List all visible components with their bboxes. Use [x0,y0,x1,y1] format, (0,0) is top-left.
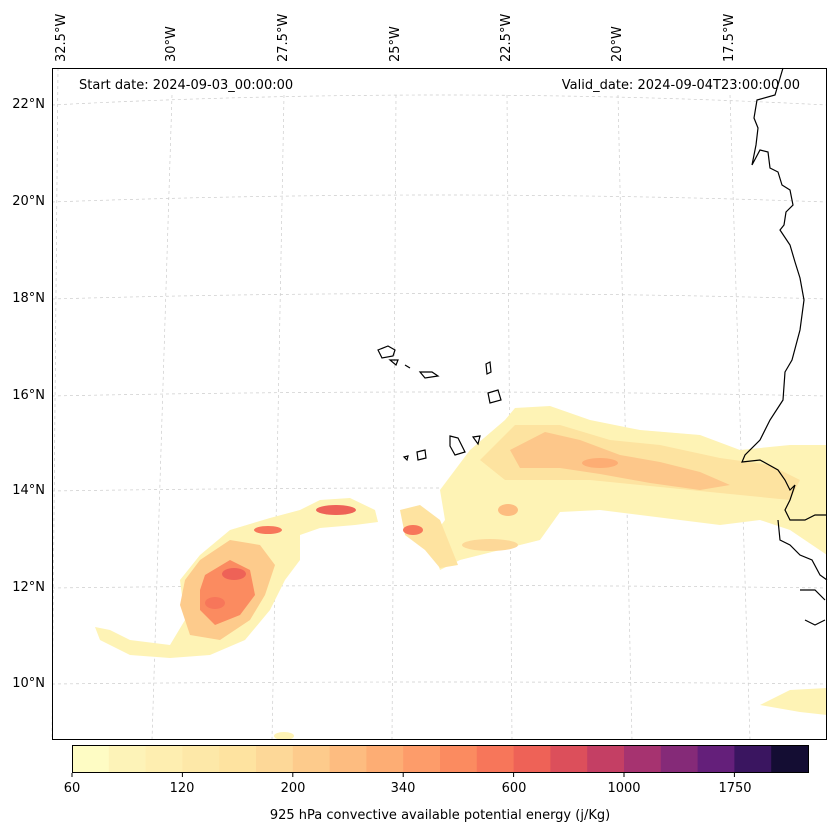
colorbar-cell [219,745,257,773]
cape-arc-core2 [205,597,225,609]
cape-field [95,406,827,740]
cape-band-east-core [510,432,730,490]
island-santa-luzia [404,364,411,369]
colorbar-cell [587,745,625,773]
colorbar-tick-1000: 1000 [607,781,641,796]
colorbar-tick-200: 200 [280,781,306,796]
lon-label-27-5w: 27.5°W [276,13,291,62]
colorbar-label: 925 hPa convective available potential e… [269,808,611,823]
colorbar-cell [513,745,551,773]
island-fogo [416,449,427,461]
cape-core-east [582,458,618,468]
colorbar-tick-120: 120 [169,781,195,796]
lat-label-10n: 10°N [12,676,45,691]
island-sao-vicente [388,359,399,366]
colorbar-cell [403,745,441,773]
island-maio [471,435,481,446]
colorbar-tick-340: 340 [390,781,416,796]
lat-label-12n: 12°N [12,580,45,595]
cape-blob-s [274,732,294,740]
lat-label-14n: 14°N [12,483,45,498]
island-santiago [449,435,466,456]
lon-label-17-5w: 17.5°W [722,13,737,62]
map-panel [51,67,828,741]
lon-label-32-5w: 32.5°W [54,13,69,62]
colorbar-cell [72,745,110,773]
island-sal [485,361,492,375]
colorbar-cell [624,745,662,773]
colorbar [71,745,809,777]
cape-core-east3 [462,539,518,551]
colorbar-frame [72,745,809,773]
island-boa-vista [487,389,502,404]
colorbar-cell [550,745,588,773]
start-date-label: Start date: 2024-09-03_00:00:00 [79,78,294,93]
colorbar-cell [292,745,331,773]
lat-label-22n: 22°N [12,97,45,112]
lon-label-20w: 20°W [610,26,625,62]
colorbar-cell [182,745,220,773]
lat-label-16n: 16°N [12,388,45,403]
africa-coast [741,67,828,626]
lon-label-25w: 25°W [388,26,403,62]
cape-patch-mid [400,505,458,568]
colorbar-cell [329,745,367,773]
colorbar-tick-1750: 1750 [718,781,752,796]
island-santo-antao [377,345,396,359]
colorbar-tick-60: 60 [63,781,81,796]
cape-core-mid [403,525,423,535]
colorbar-cell [366,745,404,773]
map-frame [52,68,827,740]
island-brava [402,455,409,462]
cape-blob-se [760,688,827,715]
colorbar-cell [660,745,699,773]
cape-top-core1 [254,526,282,534]
lon-label-30w: 30°W [164,26,179,62]
colorbar-cell [256,745,294,773]
lon-label-22-5w: 22.5°W [499,13,514,62]
colorbar-cell [145,745,183,773]
colorbar-tick-600: 600 [501,781,527,796]
colorbar-cell [476,745,515,773]
island-sao-nicolau [418,371,440,379]
coastline [377,67,828,626]
valid-date-label: Valid_date: 2024-09-04T23:00:00.00 [561,78,800,93]
gridlines [51,67,828,741]
cape-top-core2 [316,505,356,515]
colorbar-cell [697,745,735,773]
colorbar-cell [440,745,478,773]
cape-arc-core [222,568,246,580]
colorbar-cell [771,745,809,773]
lat-label-18n: 18°N [12,291,45,306]
lat-label-20n: 20°N [12,194,45,209]
colorbar-cell [108,745,147,773]
colorbar-cell [734,745,772,773]
cape-core-east2 [498,504,518,516]
